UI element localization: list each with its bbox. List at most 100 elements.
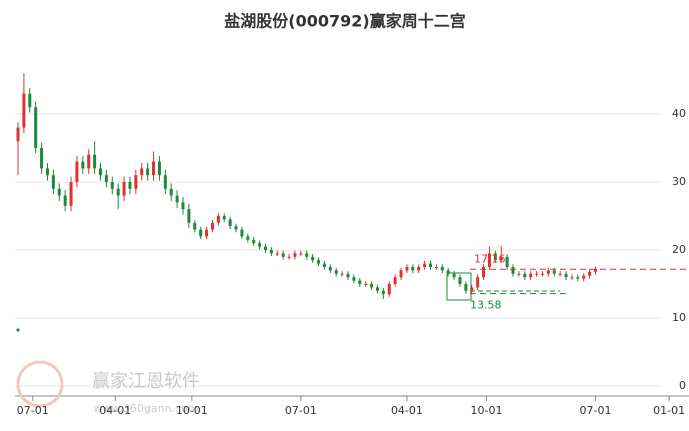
candle-body	[181, 202, 185, 210]
candle-body	[28, 93, 32, 108]
candle-body	[482, 267, 486, 278]
candle-body	[175, 195, 179, 203]
candle-body	[411, 267, 415, 271]
candle-body	[535, 273, 539, 275]
candle-body	[216, 216, 220, 223]
candle-body	[34, 107, 38, 148]
candle-body	[199, 229, 203, 237]
candle-body	[517, 273, 521, 275]
y-tick-label: 30	[672, 175, 686, 188]
candle-body	[546, 270, 550, 274]
candle-body	[210, 222, 214, 230]
candle-body	[446, 270, 450, 274]
chart-title: 盐湖股份(000792)赢家周十二宫	[224, 12, 465, 31]
x-tick-label: 07-01	[17, 404, 49, 417]
candle-body	[487, 253, 491, 267]
candle-body	[523, 273, 527, 278]
candle-body	[499, 256, 503, 261]
candle-body	[464, 284, 468, 291]
candle-body	[417, 267, 421, 271]
candle-body	[364, 284, 368, 285]
candle-body	[140, 168, 144, 176]
watermark-url: www.360gann.com	[93, 402, 198, 415]
candle-body	[163, 175, 167, 189]
candle-body	[264, 246, 267, 250]
candle-body	[564, 273, 568, 278]
candle-body	[69, 182, 73, 206]
candle-body	[40, 148, 44, 169]
candle-body	[358, 280, 362, 284]
candle-body	[352, 277, 356, 281]
candle-body	[493, 253, 497, 261]
candle-body	[552, 270, 556, 274]
candle-body	[328, 267, 332, 271]
candle-body	[340, 273, 344, 275]
candle-body	[452, 273, 456, 278]
candle-body	[576, 277, 580, 279]
candle-body	[434, 267, 438, 268]
candle-body	[246, 236, 250, 240]
candle-body	[405, 267, 409, 271]
candle-body	[269, 250, 273, 254]
candle-body	[293, 253, 297, 257]
candle-body	[16, 127, 20, 142]
candle-body	[99, 168, 102, 176]
y-tick-label: 40	[672, 107, 686, 120]
y-tick-label: 10	[672, 311, 686, 324]
candle-body	[370, 284, 374, 288]
watermark-name: 赢家江恩软件	[92, 370, 200, 392]
candle-body	[93, 154, 97, 169]
candle-body	[252, 239, 256, 244]
candle-body	[116, 188, 120, 196]
candle-body	[511, 267, 515, 274]
candle-body	[122, 182, 126, 196]
candle-body	[193, 222, 197, 230]
candle-body	[146, 168, 150, 176]
candle-body	[322, 263, 326, 267]
candle-body	[346, 273, 350, 278]
candle-body	[470, 287, 474, 291]
candle-body	[87, 154, 91, 169]
candle-body	[75, 161, 79, 182]
support-label: 13.58	[470, 299, 502, 312]
candle-body	[134, 175, 138, 189]
candle-body	[570, 277, 574, 279]
candle-body	[381, 290, 385, 295]
candle-body	[187, 209, 191, 223]
candle-body	[63, 195, 67, 206]
candle-body	[157, 161, 161, 176]
candle-body	[169, 188, 173, 196]
candle-body	[476, 277, 480, 288]
candle-body	[81, 161, 85, 169]
candle-body	[393, 277, 397, 284]
candle-body	[281, 253, 285, 257]
candle-body	[423, 263, 427, 267]
range-box	[446, 272, 472, 301]
candle-body	[305, 253, 309, 257]
candle-body	[582, 275, 586, 279]
candle-body	[228, 219, 232, 227]
candle-body	[529, 273, 533, 278]
resistance-label: 17.16	[474, 252, 506, 265]
candle-body	[57, 188, 61, 196]
candle-body	[275, 253, 279, 255]
candle-body	[234, 226, 238, 230]
marker	[16, 328, 20, 332]
candle-body	[387, 284, 391, 295]
candle-body	[334, 270, 338, 274]
x-tick-label: 01-01	[653, 404, 685, 417]
watermark-logo	[16, 360, 64, 408]
candle-body	[104, 175, 108, 182]
candle-body	[205, 229, 209, 237]
candle-body	[540, 273, 544, 275]
x-tick-label: 04-01	[99, 404, 131, 417]
candle-body	[222, 216, 226, 220]
x-tick-label: 10-01	[470, 404, 502, 417]
x-tick-label: 07-01	[285, 404, 317, 417]
candle-body	[128, 182, 132, 189]
candle-body	[152, 161, 156, 176]
candle-body	[22, 93, 26, 128]
candle-body	[258, 243, 262, 247]
